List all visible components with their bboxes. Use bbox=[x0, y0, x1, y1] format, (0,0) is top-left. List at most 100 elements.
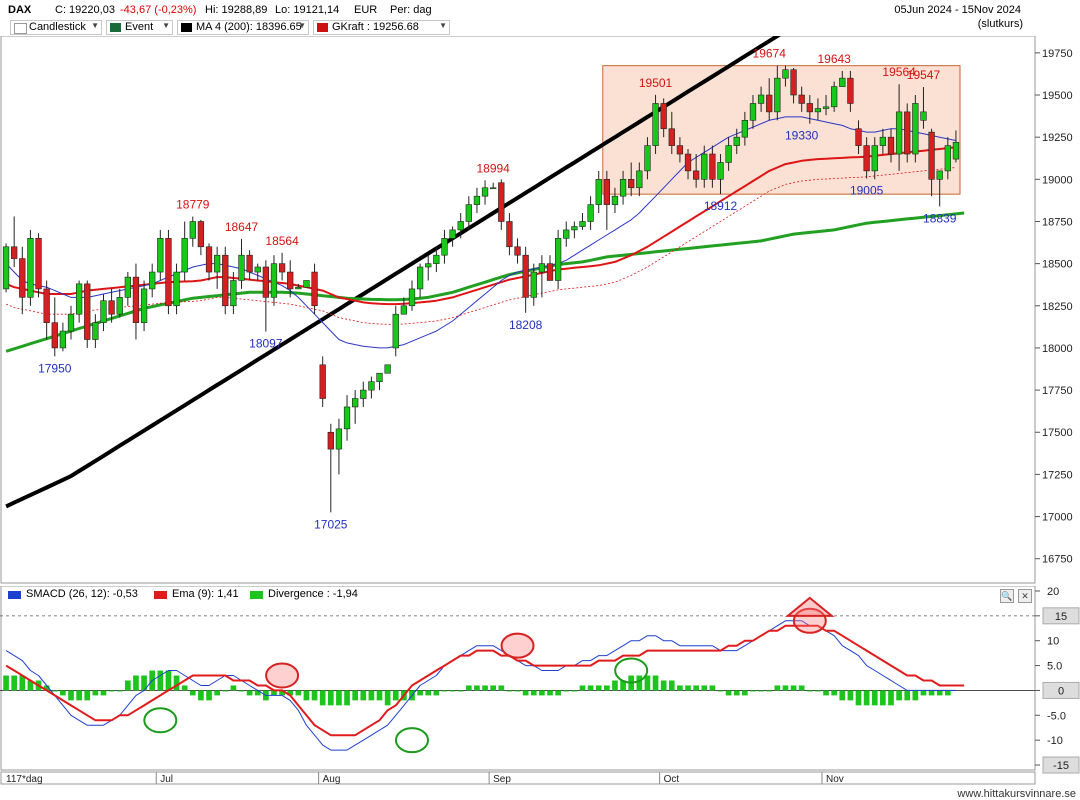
candle-body bbox=[887, 136, 895, 155]
divergence-bar bbox=[352, 690, 359, 701]
divergence-bar bbox=[84, 690, 91, 701]
legend-ma200[interactable]: MA 4 (200): 18396.65 ▼ bbox=[177, 20, 309, 35]
divergence-bar bbox=[214, 690, 220, 696]
currency-label: EUR bbox=[354, 4, 378, 16]
candle-body bbox=[928, 131, 935, 180]
candle-body bbox=[481, 187, 489, 197]
chevron-down-icon[interactable]: ▼ bbox=[298, 21, 306, 30]
y-tick-label: 19500 bbox=[1042, 90, 1073, 102]
candle-body bbox=[636, 170, 643, 189]
candle-body bbox=[733, 136, 740, 146]
high-annotation: 18647 bbox=[225, 220, 259, 234]
candle-body bbox=[798, 94, 805, 104]
divergence-bar bbox=[189, 690, 196, 696]
chevron-down-icon[interactable]: ▼ bbox=[91, 21, 99, 30]
divergence-bar bbox=[376, 690, 383, 701]
candle-body bbox=[587, 204, 594, 222]
divergence-bar bbox=[344, 690, 350, 706]
candle-body bbox=[295, 286, 302, 290]
candle-body bbox=[465, 204, 472, 222]
divergence-bar bbox=[644, 675, 651, 691]
divergence-bar bbox=[311, 690, 318, 701]
smacd-chart[interactable]: 20 15 10 5.0 0 -5.0 -10 -15 117*dag Jul Aug Sep Oct N… bbox=[0, 586, 1080, 786]
candle-body bbox=[757, 94, 765, 104]
y-tick-label: 15 bbox=[1055, 611, 1067, 623]
low-value: Lo: 19121,14 bbox=[275, 4, 340, 16]
divergence-bar bbox=[912, 690, 919, 701]
divergence-bar bbox=[863, 690, 870, 706]
candle-body bbox=[904, 111, 911, 155]
divergence-bar bbox=[725, 690, 732, 696]
event-swatch bbox=[110, 23, 121, 32]
y-tick-label: -5.0 bbox=[1047, 710, 1066, 722]
candle-body bbox=[644, 145, 651, 172]
divergence-bar bbox=[279, 690, 285, 696]
divergence-bar bbox=[652, 675, 659, 691]
candle-body bbox=[416, 266, 424, 290]
divergence-bar bbox=[173, 675, 180, 691]
divergence-bar bbox=[124, 680, 131, 691]
legend-event-label: Event bbox=[125, 21, 154, 33]
candle-body bbox=[749, 103, 757, 121]
green-signal-circle bbox=[143, 707, 178, 734]
divergence-bar bbox=[660, 680, 667, 691]
y-tick-label: 19250 bbox=[1042, 132, 1073, 144]
y-tick-label: 19000 bbox=[1042, 174, 1073, 186]
y-tick-box bbox=[1042, 681, 1080, 699]
candle-body bbox=[197, 221, 205, 248]
divergence-bar bbox=[904, 690, 911, 701]
candle-body bbox=[709, 153, 716, 180]
high-value: Hi: 19288,89 bbox=[205, 4, 268, 16]
candle-body bbox=[847, 77, 854, 104]
divergence-bar bbox=[303, 690, 310, 701]
divergence-bar bbox=[888, 690, 894, 706]
candle-body bbox=[490, 187, 497, 190]
chevron-down-icon[interactable]: ▼ bbox=[162, 21, 170, 30]
divergence-bar bbox=[766, 690, 773, 692]
divergence-bar bbox=[742, 690, 748, 696]
legend-candlestick[interactable]: Candlestick ▼ bbox=[10, 20, 102, 35]
candle-body bbox=[806, 103, 813, 113]
divergence-bar bbox=[498, 685, 505, 691]
divergence-bar bbox=[490, 685, 497, 691]
divergence-bar bbox=[198, 690, 204, 701]
divergence-bar bbox=[920, 690, 927, 696]
close-icon[interactable]: ✕ bbox=[1018, 589, 1032, 603]
candle-body bbox=[400, 305, 408, 315]
zoom-icon[interactable]: 🔍 bbox=[1000, 589, 1014, 603]
ma200-line bbox=[5, 36, 782, 509]
chevron-down-icon[interactable]: ▼ bbox=[439, 21, 447, 30]
divergence-bar bbox=[880, 690, 886, 706]
legend-event[interactable]: Event ▼ bbox=[106, 20, 173, 35]
candle-body bbox=[871, 145, 878, 172]
y-tick-label: -10 bbox=[1047, 735, 1063, 747]
candle-body bbox=[43, 288, 50, 323]
candle-body bbox=[75, 283, 83, 315]
divergence-bar bbox=[3, 675, 9, 691]
green-signal-circle bbox=[394, 727, 429, 754]
candle-body bbox=[140, 288, 148, 323]
x-tick-label: Nov bbox=[826, 774, 844, 785]
divergence-bar bbox=[165, 670, 172, 691]
candle-body bbox=[132, 276, 140, 323]
candle-body bbox=[35, 238, 42, 290]
divergence-bar bbox=[603, 685, 610, 691]
candle-body bbox=[360, 389, 367, 399]
divergence-bar bbox=[108, 690, 115, 692]
divergence-bar bbox=[433, 690, 440, 696]
legend-gkraft[interactable]: GKraft : 19256.68 ▼ bbox=[313, 20, 450, 35]
divergence-bar bbox=[76, 690, 82, 701]
period-label: Per: dag bbox=[390, 4, 432, 16]
divergence-bar bbox=[68, 690, 74, 701]
divergence-bar bbox=[855, 690, 862, 706]
candle-body bbox=[149, 271, 156, 290]
candle-body bbox=[319, 364, 326, 399]
divergence-bar bbox=[27, 680, 34, 691]
candle-body bbox=[352, 398, 359, 408]
candle-body bbox=[181, 238, 188, 273]
price-chart[interactable]: 16750 17000 17250 17500 17750 18000 18250 18500… bbox=[0, 36, 1080, 584]
y-tick-label: 0 bbox=[1058, 685, 1064, 697]
y-tick-label: 18500 bbox=[1042, 259, 1073, 271]
red-signal-circle bbox=[265, 662, 300, 689]
candle-body bbox=[498, 182, 505, 222]
